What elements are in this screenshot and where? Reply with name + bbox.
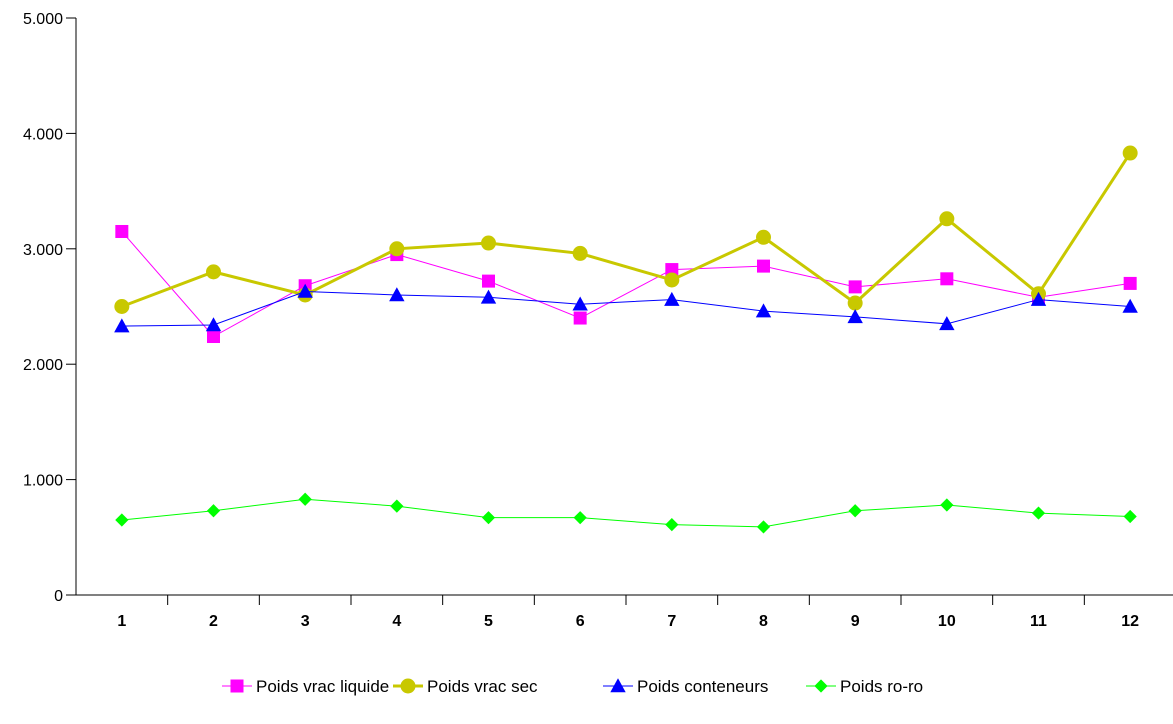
data-point: [1123, 276, 1137, 290]
legend-label: Poids ro-ro: [840, 677, 923, 696]
x-tick-label: 8: [759, 613, 768, 630]
data-point: [848, 504, 862, 518]
data-point: [205, 317, 222, 332]
data-point: [1031, 506, 1046, 520]
data-point: [297, 283, 313, 298]
axes: [75, 18, 1173, 596]
series-line: [121, 231, 1131, 338]
y-tick-label: 0: [54, 588, 63, 605]
data-point: [939, 316, 955, 331]
data-point: [1122, 298, 1138, 313]
data-point: [1122, 145, 1138, 161]
x-tick-label: 11: [1030, 613, 1047, 630]
data-point: [572, 296, 588, 311]
data-point: [482, 274, 495, 288]
data-point: [847, 295, 863, 311]
data-point: [939, 211, 955, 227]
x-tick-label: 9: [851, 613, 860, 630]
x-tick-label: 4: [392, 613, 401, 630]
data-point: [664, 291, 680, 306]
legend-item-3: Poids ro-ro: [806, 677, 923, 696]
data-point: [757, 259, 770, 273]
x-tick-label: 3: [301, 613, 310, 630]
x-tick-label: 10: [938, 613, 956, 630]
x-tick-label: 5: [484, 613, 493, 630]
legend-marker: [814, 679, 828, 693]
data-point: [572, 245, 588, 261]
data-point: [390, 499, 404, 513]
data-point: [573, 311, 587, 325]
legend-label: Poids vrac liquide: [256, 677, 389, 696]
legend-marker: [400, 678, 416, 694]
legend-item-2: Poids conteneurs: [603, 677, 768, 696]
x-axis-ticks: 1 2 3 4 5 6 7 8 9 10 11 12: [117, 595, 1139, 630]
data-point: [755, 303, 772, 318]
legend: Poids vrac liquide Poids vrac sec Poids co…: [222, 677, 923, 696]
y-tick-label: 3.000: [23, 242, 63, 259]
series-line: [121, 152, 1132, 308]
x-tick-label: 2: [209, 613, 218, 630]
data-point: [115, 224, 129, 238]
x-tick-label: 12: [1121, 613, 1139, 630]
data-point: [207, 330, 220, 344]
series-3: [115, 492, 1137, 534]
y-axis-ticks: 0 1.000 2.000 3.000 4.000 5.000: [23, 11, 76, 605]
series-2: [114, 283, 1138, 333]
y-tick-label: 4.000: [23, 126, 63, 143]
data-point: [206, 264, 221, 280]
data-point: [298, 492, 312, 506]
x-tick-label: 1: [117, 613, 126, 630]
data-point: [940, 272, 954, 286]
data-point: [481, 235, 496, 251]
series-line: [121, 290, 1131, 327]
legend-marker: [610, 678, 626, 693]
data-point: [1123, 509, 1137, 524]
data-point: [847, 309, 863, 324]
data-point: [940, 498, 954, 512]
legend-item-1: Poids vrac sec: [393, 677, 538, 696]
data-point: [206, 504, 221, 518]
legend-label: Poids conteneurs: [637, 677, 768, 696]
data-point: [664, 272, 680, 288]
data-point: [665, 518, 679, 532]
data-point: [389, 241, 405, 257]
series-line: [121, 498, 1131, 528]
series-0: [115, 224, 1137, 344]
y-tick-label: 5.000: [23, 11, 63, 28]
data-point: [480, 289, 497, 304]
data-point: [665, 263, 679, 277]
data-point: [573, 511, 587, 525]
data-point: [115, 513, 129, 527]
legend-marker: [230, 679, 244, 693]
data-point: [481, 511, 496, 525]
data-point: [1030, 291, 1047, 306]
data-point: [848, 280, 862, 294]
x-tick-label: 7: [667, 613, 676, 630]
x-tick-label: 6: [576, 613, 585, 630]
series-group: [114, 145, 1138, 534]
series-1: [114, 145, 1138, 314]
y-tick-label: 2.000: [23, 357, 63, 374]
data-point: [756, 520, 771, 534]
data-point: [114, 299, 130, 314]
legend-label: Poids vrac sec: [427, 677, 538, 696]
data-point: [389, 287, 405, 302]
data-point: [114, 318, 130, 333]
y-tick-label: 1.000: [23, 473, 63, 490]
data-point: [756, 229, 771, 245]
legend-item-0: Poids vrac liquide: [222, 677, 389, 696]
